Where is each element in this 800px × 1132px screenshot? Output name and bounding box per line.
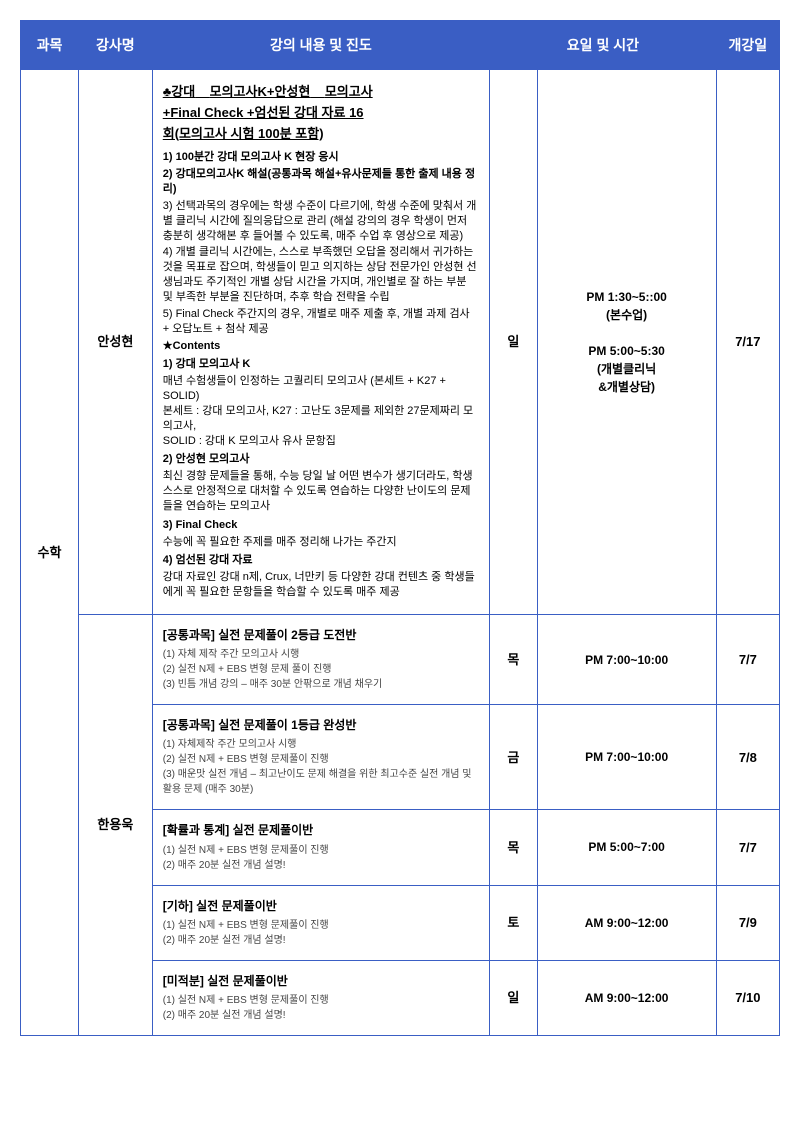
time-cell: PM 7:00~10:00	[537, 615, 716, 705]
sub-title: 1) 강대 모의고사 K	[163, 357, 479, 372]
start-cell: 7/10	[716, 960, 779, 1035]
t3: 모의고사	[325, 84, 373, 99]
content-cell: [공통과목] 실전 문제풀이 1등급 완성반 (1) 자체제작 주간 모의고사 …	[152, 705, 489, 810]
contents-heading: ★Contents	[163, 339, 479, 354]
start-cell: 7/7	[716, 810, 779, 885]
day-cell: 일	[490, 70, 537, 615]
content-cell: [확률과 통계] 실전 문제풀이반 (1) 실전 N제 + EBS 변형 문제풀…	[152, 810, 489, 885]
content-cell: ♣강대 모의고사K+안성현 모의고사 +Final Check +엄선된 강대 …	[152, 70, 489, 615]
sub-title: 3) Final Check	[163, 518, 479, 533]
line: 2) 강대모의고사K 해설(공통과목 해설+유사문제들 통한 출제 내용 정리)	[163, 167, 479, 197]
sub-body: 최신 경향 문제들을 통해, 수능 당일 날 어떤 변수가 생기더라도, 학생 …	[163, 469, 479, 514]
class-sub: (1) 실전 N제 + EBS 변형 문제풀이 진행 (2) 매주 20분 실전…	[163, 843, 479, 873]
content-cell: [기하] 실전 문제풀이반 (1) 실전 N제 + EBS 변형 문제풀이 진행…	[152, 885, 489, 960]
day-cell: 목	[490, 810, 537, 885]
line: 1) 100분간 강대 모의고사 K 현장 응시	[163, 150, 479, 165]
header-instructor: 강사명	[78, 21, 152, 70]
header-subject: 과목	[21, 21, 79, 70]
t1: ♣강대	[163, 84, 195, 99]
line: 3) 선택과목의 경우에는 학생 수준이 다르기에, 학생 수준에 맞춰서 개별…	[163, 199, 479, 244]
class-title: [공통과목] 실전 문제풀이 1등급 완성반	[163, 717, 479, 733]
line: 5) Final Check 주간지의 경우, 개별로 매주 제출 후, 개별 …	[163, 307, 479, 337]
t5: 회(모의고사 시험 100분 포함)	[163, 126, 324, 141]
day-cell: 토	[490, 885, 537, 960]
class-title: [기하] 실전 문제풀이반	[163, 898, 479, 914]
class-title: [확률과 통계] 실전 문제풀이반	[163, 822, 479, 838]
time-cell: PM 7:00~10:00	[537, 705, 716, 810]
instructor-cell: 한용욱	[78, 615, 152, 1036]
sub-title: 2) 안성현 모의고사	[163, 452, 479, 467]
header-content: 강의 내용 및 진도	[152, 21, 489, 70]
class-sub: (1) 실전 N제 + EBS 변형 문제풀이 진행 (2) 매주 20분 실전…	[163, 918, 479, 948]
schedule-table: 과목 강사명 강의 내용 및 진도 요일 및 시간 개강일 수학 안성현 ♣강대…	[20, 20, 780, 1036]
t2: 모의고사K+안성현	[210, 84, 311, 99]
instructor-cell: 안성현	[78, 70, 152, 615]
start-cell: 7/8	[716, 705, 779, 810]
time-cell: PM 5:00~7:00	[537, 810, 716, 885]
content-cell: [미적분] 실전 문제풀이반 (1) 실전 N제 + EBS 변형 문제풀이 진…	[152, 960, 489, 1035]
day-cell: 일	[490, 960, 537, 1035]
class-sub: (1) 실전 N제 + EBS 변형 문제풀이 진행 (2) 매주 20분 실전…	[163, 993, 479, 1023]
table-row: 수학 안성현 ♣강대 모의고사K+안성현 모의고사 +Final Check +…	[21, 70, 780, 615]
time-cell: AM 9:00~12:00	[537, 885, 716, 960]
day-cell: 목	[490, 615, 537, 705]
line: 4) 개별 클리닉 시간에는, 스스로 부족했던 오답을 정리해서 귀가하는 것…	[163, 245, 479, 304]
sub-body: 강대 자료인 강대 n제, Crux, 너만키 등 다양한 강대 컨텐츠 중 학…	[163, 570, 479, 600]
start-cell: 7/17	[716, 70, 779, 615]
start-cell: 7/7	[716, 615, 779, 705]
class-title: [공통과목] 실전 문제풀이 2등급 도전반	[163, 627, 479, 643]
time-cell: PM 1:30~5::00 (본수업) PM 5:00~5:30 (개별클리닉 …	[537, 70, 716, 615]
table-header: 과목 강사명 강의 내용 및 진도 요일 및 시간 개강일	[21, 21, 780, 70]
class-sub: (1) 자체 제작 주간 모의고사 시행 (2) 실전 N제 + EBS 변형 …	[163, 647, 479, 692]
header-start: 개강일	[716, 21, 779, 70]
table-row: 한용욱 [공통과목] 실전 문제풀이 2등급 도전반 (1) 자체 제작 주간 …	[21, 615, 780, 705]
sub-body: 수능에 꼭 필요한 주제를 매주 정리해 나가는 주간지	[163, 535, 479, 550]
day-cell: 금	[490, 705, 537, 810]
sub-body: 매년 수험생들이 인정하는 고퀄리티 모의고사 (본세트 + K27 + SOL…	[163, 374, 479, 448]
t4: +Final Check +엄선된 강대 자료 16	[163, 105, 364, 120]
content-cell: [공통과목] 실전 문제풀이 2등급 도전반 (1) 자체 제작 주간 모의고사…	[152, 615, 489, 705]
course-title: ♣강대 모의고사K+안성현 모의고사 +Final Check +엄선된 강대 …	[163, 82, 479, 144]
class-sub: (1) 자체제작 주간 모의고사 시행 (2) 실전 N제 + EBS 변형 문…	[163, 737, 479, 797]
class-title: [미적분] 실전 문제풀이반	[163, 973, 479, 989]
start-cell: 7/9	[716, 885, 779, 960]
header-daytime: 요일 및 시간	[490, 21, 717, 70]
sub-title: 4) 엄선된 강대 자료	[163, 553, 479, 568]
time-cell: AM 9:00~12:00	[537, 960, 716, 1035]
subject-cell: 수학	[21, 70, 79, 1036]
